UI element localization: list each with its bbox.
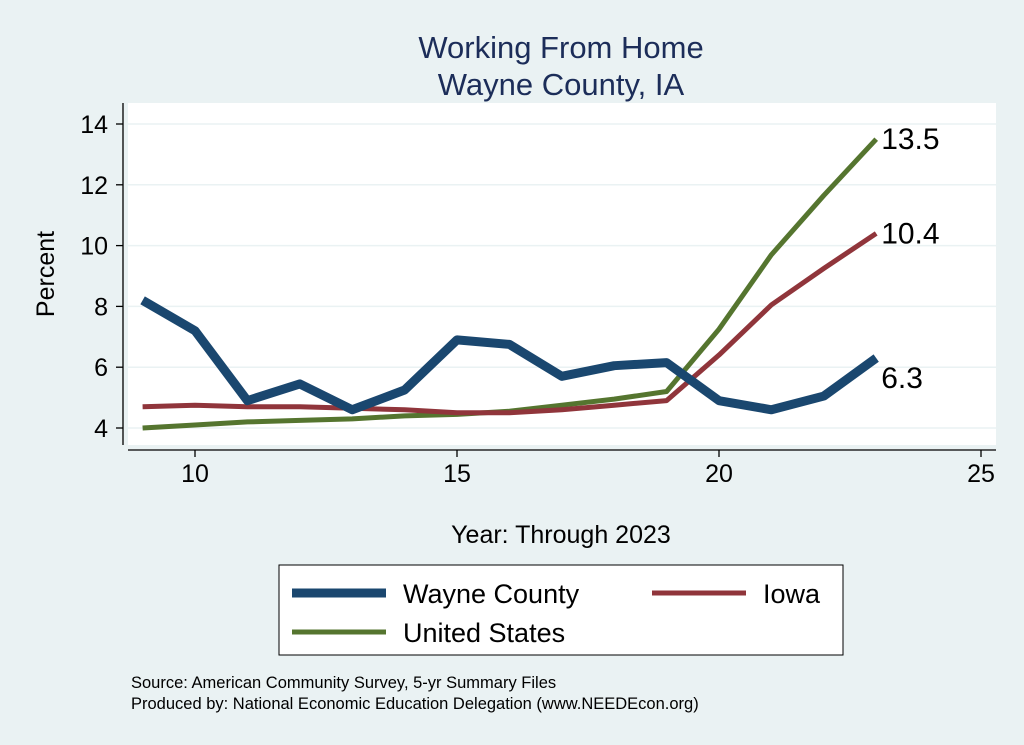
y-tick-label: 6: [94, 354, 108, 382]
x-tick-label: 15: [443, 460, 471, 488]
y-tick-label: 12: [80, 172, 108, 200]
end-label-united-states: 13.5: [881, 123, 939, 156]
y-tick-label: 10: [80, 233, 108, 261]
y-axis-label: Percent: [32, 231, 60, 317]
legend: Wayne County Iowa United States: [278, 564, 844, 656]
y-tick-label: 4: [94, 415, 108, 443]
chart-title: Working From Home: [418, 30, 703, 65]
legend-box: [278, 564, 844, 656]
end-label-iowa: 10.4: [881, 217, 939, 250]
legend-label-wayne-county: Wayne County: [403, 579, 580, 609]
source-note: Source: American Community Survey, 5-yr …: [131, 674, 556, 692]
legend-label-united-states: United States: [403, 618, 565, 648]
produced-by-note: Produced by: National Economic Education…: [131, 695, 699, 713]
series-line-wayne-county: [140, 296, 879, 415]
x-tick-label: 25: [967, 460, 995, 488]
x-axis-label: Year: Through 2023: [451, 521, 671, 549]
end-label-wayne-county: 6.3: [881, 362, 923, 395]
y-tick-label: 8: [94, 293, 108, 321]
chart-subtitle: Wayne County, IA: [438, 67, 685, 102]
x-tick-label: 10: [181, 460, 209, 488]
series-line-iowa: [142, 231, 878, 416]
x-tick-label: 20: [705, 460, 733, 488]
legend-label-iowa: Iowa: [763, 579, 821, 609]
y-tick-label: 14: [80, 111, 108, 139]
